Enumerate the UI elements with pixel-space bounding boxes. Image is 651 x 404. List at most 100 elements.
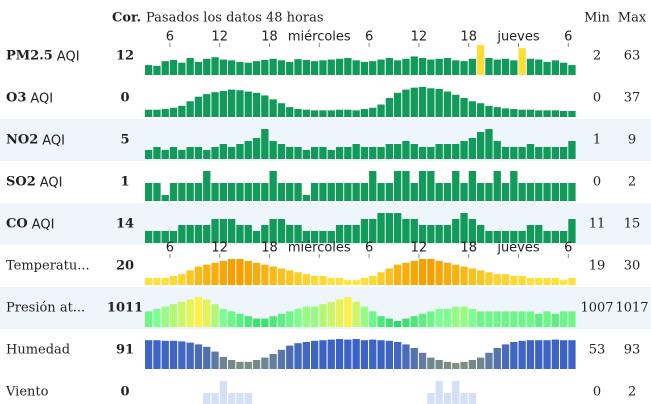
history-bar — [228, 147, 236, 159]
history-bar — [186, 101, 194, 117]
history-bar — [377, 272, 385, 285]
history-bar — [526, 340, 535, 369]
history-bar — [468, 219, 476, 243]
history-bar — [535, 147, 543, 159]
min-value: 0 — [593, 385, 601, 400]
history-bar — [443, 361, 452, 369]
history-bar — [477, 45, 485, 75]
history-bar — [302, 150, 310, 159]
history-bar — [493, 59, 501, 75]
row-name: Viento — [5, 385, 49, 400]
history-bar — [385, 213, 393, 243]
history-bar — [568, 311, 576, 327]
history-bar — [518, 48, 526, 75]
history-bar — [352, 60, 360, 75]
history-bar — [402, 344, 410, 369]
history-bar — [335, 225, 344, 243]
current-value: 14 — [116, 217, 134, 232]
history-bar — [560, 231, 568, 243]
history-bar — [394, 264, 402, 285]
history-bar — [560, 311, 568, 327]
history-bar — [543, 110, 551, 117]
history-bar — [319, 110, 327, 117]
history-bar — [460, 98, 468, 117]
current-value: 0 — [120, 91, 129, 106]
history-bar — [568, 183, 576, 201]
history-bar — [352, 144, 360, 159]
history-bar — [510, 311, 518, 327]
history-bar — [228, 219, 236, 243]
history-bar — [145, 340, 153, 369]
history-bar — [560, 279, 568, 285]
history-bar — [277, 103, 286, 117]
history-bar — [568, 65, 576, 75]
history-bar — [418, 259, 427, 285]
history-bar — [477, 132, 485, 159]
history-bar — [344, 147, 352, 159]
history-bar — [269, 171, 277, 201]
row-name: NO2 — [6, 133, 38, 148]
history-bar — [344, 279, 352, 285]
history-bar — [203, 58, 211, 75]
row-unit: AQI — [40, 176, 63, 191]
history-bar — [360, 61, 369, 75]
history-bar — [418, 225, 427, 243]
history-bar — [501, 231, 510, 243]
history-bar — [443, 91, 452, 117]
history-header: Pasados los datos 48 horas — [146, 11, 324, 26]
time-label: 6 — [365, 241, 373, 256]
max-value: 30 — [624, 259, 641, 274]
history-bar — [418, 147, 427, 159]
history-bar — [452, 219, 460, 243]
history-bar — [510, 60, 518, 75]
history-bar — [203, 225, 211, 243]
history-bar — [211, 262, 219, 285]
history-bar — [302, 306, 310, 327]
history-bar — [319, 147, 327, 159]
history-bar — [385, 144, 393, 159]
history-bar — [236, 225, 244, 243]
history-bar — [468, 393, 476, 404]
history-bar — [219, 183, 227, 201]
history-bar — [261, 264, 269, 285]
history-bar — [194, 297, 203, 327]
history-bar — [169, 59, 178, 75]
history-bar — [344, 339, 352, 369]
history-bar — [236, 361, 244, 369]
time-label: jueves — [496, 241, 540, 256]
history-bar — [518, 311, 526, 327]
history-bar — [352, 279, 360, 285]
history-bar — [369, 147, 377, 159]
time-label: jueves — [496, 30, 540, 45]
history-bar — [460, 213, 468, 243]
history-bar — [568, 277, 576, 285]
history-bar — [377, 59, 385, 75]
history-bar — [518, 231, 526, 243]
history-bar — [427, 225, 435, 243]
history-bar — [385, 318, 393, 327]
history-bar — [526, 109, 535, 117]
history-bar — [327, 301, 335, 327]
history-bar — [311, 306, 319, 327]
history-bar — [236, 313, 244, 327]
history-bar — [435, 183, 443, 201]
history-bar — [211, 92, 219, 117]
history-bar — [510, 147, 518, 159]
history-bar — [302, 231, 310, 243]
history-bar — [418, 313, 427, 327]
history-bar — [153, 231, 161, 243]
history-bar — [410, 87, 418, 117]
history-bar — [194, 61, 203, 75]
history-bar — [178, 274, 186, 285]
history-bar — [535, 277, 543, 285]
history-bar — [477, 103, 485, 117]
history-bar — [327, 150, 335, 159]
history-bar — [543, 147, 551, 159]
history-bar — [435, 360, 443, 369]
history-bar — [535, 225, 543, 243]
history-bar — [244, 316, 252, 327]
history-bar — [269, 141, 277, 159]
history-bar — [203, 150, 211, 159]
history-bar — [194, 96, 203, 117]
history-bar — [277, 219, 286, 243]
